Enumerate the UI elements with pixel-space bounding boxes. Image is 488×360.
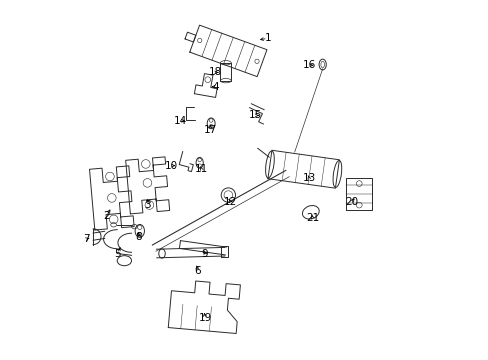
Text: 21: 21 <box>305 213 319 222</box>
Text: 10: 10 <box>164 161 177 171</box>
Text: 14: 14 <box>173 116 186 126</box>
Text: 17: 17 <box>203 125 217 135</box>
Text: 16: 16 <box>302 60 315 70</box>
Text: 12: 12 <box>223 197 236 207</box>
Text: 2: 2 <box>103 211 109 221</box>
Text: 19: 19 <box>198 313 211 323</box>
Text: 4: 4 <box>212 82 219 92</box>
Text: 8: 8 <box>135 232 142 242</box>
Text: 9: 9 <box>202 248 208 258</box>
Text: 7: 7 <box>82 234 89 244</box>
Text: 6: 6 <box>194 266 201 276</box>
Text: 5: 5 <box>114 248 120 258</box>
Text: 1: 1 <box>264 33 270 43</box>
Text: 13: 13 <box>302 173 315 183</box>
Text: 18: 18 <box>208 67 221 77</box>
Text: 20: 20 <box>345 197 358 207</box>
Text: 15: 15 <box>248 111 262 121</box>
Text: 3: 3 <box>144 200 151 210</box>
Text: 11: 11 <box>194 164 208 174</box>
